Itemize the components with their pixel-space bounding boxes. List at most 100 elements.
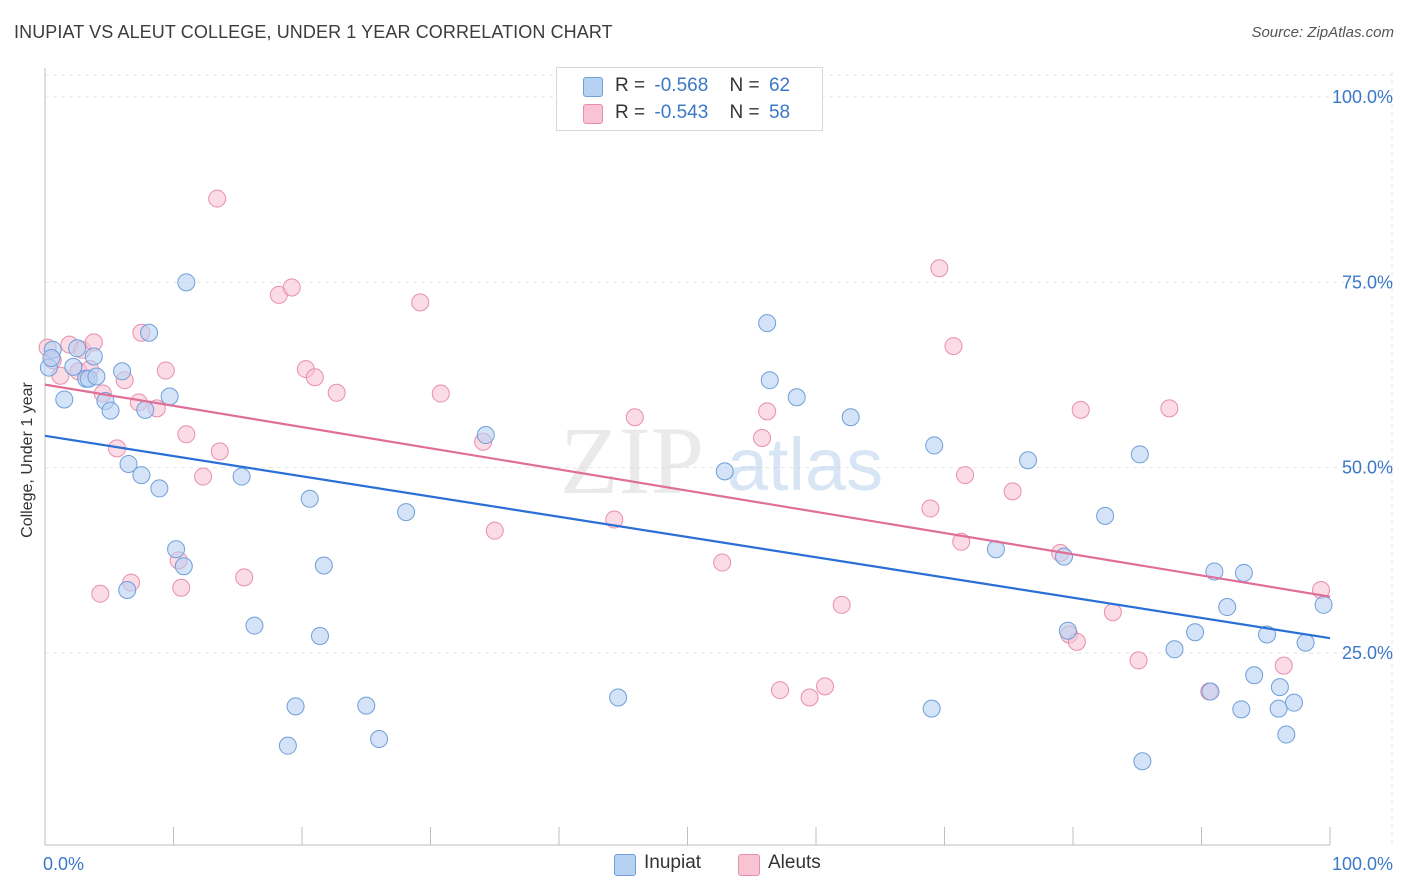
inupiat-point: [1277, 725, 1296, 744]
inupiat-point: [1258, 625, 1277, 644]
inupiat-point: [245, 616, 264, 635]
aleuts-point: [210, 442, 229, 461]
inupiat-point: [760, 371, 779, 390]
n-value: 62: [768, 75, 791, 96]
inupiat-point: [160, 387, 179, 406]
axes: [44, 68, 1331, 846]
inupiat-point: [1205, 562, 1224, 581]
grid-lines: [45, 72, 1393, 845]
aleuts-point: [1274, 656, 1293, 675]
aleuts-point: [956, 466, 975, 485]
chart-title: INUPIAT VS ALEUT COLLEGE, UNDER 1 YEAR C…: [14, 22, 613, 42]
aleuts-point: [91, 584, 110, 603]
r-value: -0.543: [654, 102, 709, 123]
aleuts-point: [485, 521, 504, 540]
inupiat-point: [609, 688, 628, 707]
r-label: R =: [615, 75, 646, 96]
inupiat-point: [310, 626, 329, 645]
y-tick-label: 100.0%: [1332, 87, 1393, 107]
aleuts-point: [815, 677, 834, 696]
inupiat-point: [715, 462, 734, 481]
inupiat-point: [1269, 699, 1288, 718]
aleuts-point: [753, 429, 772, 448]
source-credit: Source: ZipAtlas.com: [1251, 24, 1394, 41]
inupiat-point: [119, 454, 138, 473]
y-axis-label: College, Under 1 year: [19, 382, 36, 538]
n-label: N =: [729, 102, 760, 123]
inupiat-point: [1232, 700, 1251, 719]
aleuts-point: [625, 408, 644, 427]
x-tick-label: 100.0%: [1332, 854, 1393, 874]
inupiat-point: [167, 540, 186, 559]
inupiat-point: [174, 557, 193, 576]
tick-labels: 25.0% 50.0% 75.0% 100.0% 0.0% 100.0%: [43, 87, 1393, 874]
inupiat-point: [150, 479, 169, 498]
inupiat-point: [1234, 563, 1253, 582]
aleuts-point: [771, 681, 790, 700]
aleuts-point: [282, 278, 301, 297]
inupiat-point: [113, 362, 132, 381]
inupiat-point: [1058, 621, 1077, 640]
aleuts-legend-swatch: [738, 854, 760, 876]
aleuts-point: [1129, 651, 1148, 670]
aleuts-point: [172, 578, 191, 597]
inupiat-point: [1314, 595, 1333, 614]
inupiat-point: [118, 580, 137, 599]
aleuts-point: [1003, 482, 1022, 501]
inupiat-point: [42, 348, 61, 367]
inupiat-point: [314, 556, 333, 575]
inupiat-point: [136, 400, 155, 419]
inupiat-point: [1296, 633, 1315, 652]
aleuts-point: [156, 361, 175, 380]
inupiat-point: [286, 697, 305, 716]
inupiat-point: [232, 467, 251, 486]
stats-box: R = -0.568 N = 62 R = -0.543 N = 58: [556, 67, 823, 131]
aleuts-point: [930, 259, 949, 278]
inupiat-point: [55, 390, 74, 409]
legend: Inupiat Aleuts: [0, 852, 1406, 878]
inupiat-swatch: [583, 77, 603, 97]
inupiat-points: [39, 273, 1333, 771]
inupiat-point: [87, 367, 106, 386]
r-value: -0.568: [654, 75, 709, 96]
inupiat-point: [68, 339, 87, 358]
n-value: 58: [768, 102, 791, 123]
inupiat-point: [397, 503, 416, 522]
aleuts-point: [1103, 603, 1122, 622]
aleuts-point: [832, 595, 851, 614]
aleuts-point: [944, 337, 963, 356]
inupiat-point: [1165, 640, 1184, 659]
inupiat-point: [1019, 451, 1038, 470]
inupiat-point: [476, 426, 495, 445]
legend-label: Inupiat: [644, 852, 702, 873]
n-label: N =: [729, 75, 760, 96]
aleuts-point: [208, 189, 227, 208]
watermark-atlas: atlas: [727, 423, 883, 506]
inupiat-point: [300, 489, 319, 508]
inupiat-point: [925, 436, 944, 455]
inupiat-point: [1201, 682, 1220, 701]
y-tick-label: 50.0%: [1342, 458, 1393, 478]
inupiat-point: [84, 347, 103, 366]
y-tick-label: 25.0%: [1342, 643, 1393, 663]
aleuts-trend-line: [44, 383, 1331, 598]
inupiat-trend-line: [44, 434, 1331, 640]
x-tick-label: 0.0%: [43, 854, 84, 874]
inupiat-point: [101, 401, 120, 420]
watermark: ZIP atlas: [560, 407, 883, 514]
aleuts-point: [431, 384, 450, 403]
inupiat-point: [1218, 598, 1237, 617]
inupiat-point: [1245, 666, 1264, 685]
aleuts-point: [235, 568, 254, 587]
aleuts-point: [327, 383, 346, 402]
inupiat-point: [132, 466, 151, 485]
inupiat-point: [841, 408, 860, 427]
aleuts-point: [305, 368, 324, 387]
aleuts-point: [921, 499, 940, 518]
r-label: R =: [615, 102, 646, 123]
inupiat-point: [1130, 445, 1149, 464]
aleuts-point: [194, 467, 213, 486]
inupiat-point: [758, 314, 777, 333]
aleuts-point: [758, 402, 777, 421]
